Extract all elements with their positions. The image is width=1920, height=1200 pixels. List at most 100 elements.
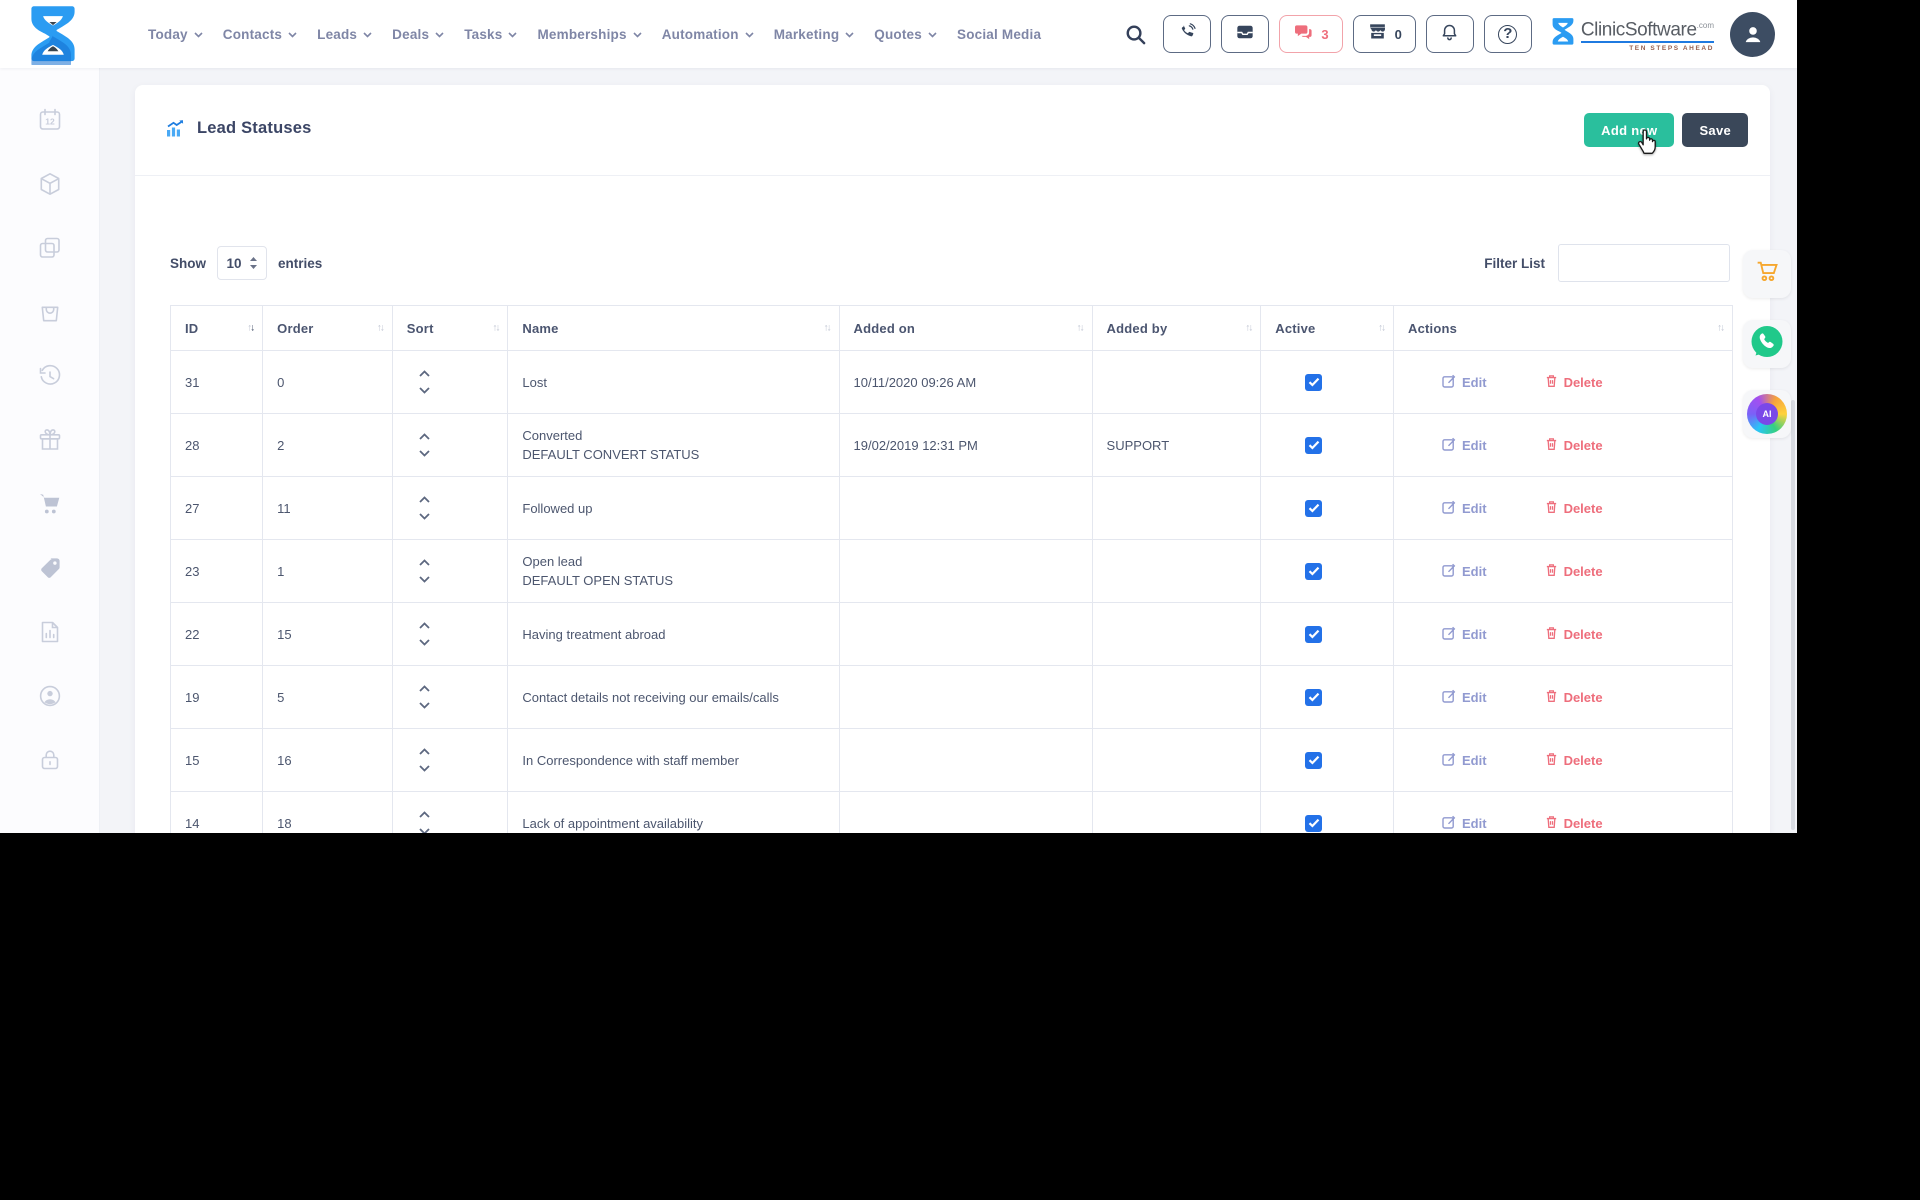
floating-whatsapp-button[interactable] xyxy=(1743,320,1791,368)
edit-button[interactable]: Edit xyxy=(1442,626,1487,643)
tag-icon xyxy=(37,558,63,585)
delete-button[interactable]: Delete xyxy=(1545,752,1603,769)
delete-button[interactable]: Delete xyxy=(1545,437,1603,454)
column-header-added-on[interactable]: Added on ↑↓ xyxy=(838,305,1093,351)
sidebar-item-shopping-bag[interactable] xyxy=(37,299,63,325)
chevron-down-icon xyxy=(745,32,754,38)
search-icon[interactable] xyxy=(1124,23,1147,46)
edit-button[interactable]: Edit xyxy=(1442,752,1487,769)
row-sort-down-button[interactable] xyxy=(419,576,435,583)
column-header-active[interactable]: Active ↑↓ xyxy=(1260,305,1394,351)
cell-order: 11 xyxy=(262,476,393,540)
nav-item-contacts[interactable]: Contacts xyxy=(223,27,297,42)
cell-added-on xyxy=(838,602,1093,666)
row-sort-up-button[interactable] xyxy=(419,622,435,629)
floating-cart-button[interactable] xyxy=(1743,250,1791,298)
row-sort-up-button[interactable] xyxy=(419,559,435,566)
active-checkbox[interactable] xyxy=(1305,562,1323,580)
nav-item-today[interactable]: Today xyxy=(148,27,203,42)
row-sort-up-button[interactable] xyxy=(419,811,435,818)
row-sort-down-button[interactable] xyxy=(419,639,435,646)
edit-button[interactable]: Edit xyxy=(1442,500,1487,517)
column-header-actions[interactable]: Actions ↑↓ xyxy=(1393,305,1733,351)
nav-item-marketing[interactable]: Marketing xyxy=(774,27,855,42)
sidebar-item-gift[interactable] xyxy=(37,427,63,453)
bell-icon xyxy=(1440,22,1459,47)
entries-value: 10 xyxy=(226,255,242,271)
column-header-added-by[interactable]: Added by ↑↓ xyxy=(1091,305,1262,351)
delete-button[interactable]: Delete xyxy=(1545,815,1603,832)
sidebar-item-cart[interactable] xyxy=(37,491,63,517)
cell-id: 14 xyxy=(185,815,200,831)
sidebar-item-user-circle[interactable] xyxy=(37,683,63,709)
delete-button[interactable]: Delete xyxy=(1545,500,1603,517)
save-button[interactable]: Save xyxy=(1682,113,1748,147)
notifications-button[interactable] xyxy=(1425,15,1474,53)
active-checkbox[interactable] xyxy=(1305,436,1323,454)
filter-input[interactable] xyxy=(1558,244,1730,282)
active-checkbox[interactable] xyxy=(1305,814,1323,832)
phone-button[interactable] xyxy=(1163,15,1212,53)
row-sort-down-button[interactable] xyxy=(419,450,435,457)
column-label: Name xyxy=(522,320,559,336)
sidebar-item-package[interactable] xyxy=(37,171,63,197)
brand-logo[interactable]: ClinicSoftware.com TEN STEPS AHEAD xyxy=(1550,16,1714,52)
nav-item-automation[interactable]: Automation xyxy=(662,27,754,42)
sidebar-item-history[interactable] xyxy=(37,363,63,389)
row-sort-down-button[interactable] xyxy=(419,828,435,833)
column-header-name[interactable]: Name ↑↓ xyxy=(507,305,840,351)
edit-button[interactable]: Edit xyxy=(1442,374,1487,391)
edit-icon xyxy=(1442,689,1456,706)
column-header-id[interactable]: ID ↑↓ xyxy=(169,305,264,351)
active-checkbox[interactable] xyxy=(1305,688,1323,706)
row-sort-up-button[interactable] xyxy=(419,496,435,503)
sidebar-item-lock[interactable] xyxy=(37,747,63,773)
delete-button[interactable]: Delete xyxy=(1545,689,1603,706)
sidebar-item-copy[interactable] xyxy=(37,235,63,261)
row-sort-up-button[interactable] xyxy=(419,748,435,755)
cell-id: 15 xyxy=(185,752,200,768)
edit-icon xyxy=(1442,626,1456,643)
lead-status-name: Converted xyxy=(522,428,583,443)
chat-button[interactable]: 3 xyxy=(1279,15,1343,53)
row-sort-up-button[interactable] xyxy=(419,370,435,377)
active-checkbox[interactable] xyxy=(1305,625,1323,643)
nav-item-social-media[interactable]: Social Media xyxy=(957,27,1041,42)
cell-active xyxy=(1260,728,1394,792)
edit-button[interactable]: Edit xyxy=(1442,563,1487,580)
column-header-sort[interactable]: Sort ↑↓ xyxy=(391,305,509,351)
nav-item-memberships[interactable]: Memberships xyxy=(537,27,642,42)
column-header-order[interactable]: Order ↑↓ xyxy=(262,305,393,351)
user-avatar[interactable] xyxy=(1730,11,1775,57)
store-button[interactable]: 0 xyxy=(1352,15,1416,53)
sidebar-item-report[interactable] xyxy=(37,619,63,645)
delete-button[interactable]: Delete xyxy=(1545,563,1603,580)
app-logo-icon[interactable] xyxy=(26,5,80,67)
sidebar-item-tag[interactable] xyxy=(37,555,63,581)
row-sort-up-button[interactable] xyxy=(419,433,435,440)
nav-item-tasks[interactable]: Tasks xyxy=(464,27,518,42)
edit-button[interactable]: Edit xyxy=(1442,689,1487,706)
delete-button[interactable]: Delete xyxy=(1545,626,1603,643)
active-checkbox[interactable] xyxy=(1305,751,1323,769)
floating-ai-button[interactable]: AI xyxy=(1743,390,1791,438)
nav-item-deals[interactable]: Deals xyxy=(392,27,444,42)
nav-item-leads[interactable]: Leads xyxy=(317,27,372,42)
row-sort-down-button[interactable] xyxy=(419,765,435,772)
active-checkbox[interactable] xyxy=(1305,373,1323,391)
help-button[interactable]: ? xyxy=(1483,15,1532,53)
sidebar-item-calendar[interactable]: 12 xyxy=(37,107,63,133)
active-checkbox[interactable] xyxy=(1305,499,1323,517)
sidebar-scrollbar[interactable] xyxy=(1791,400,1795,830)
inbox-button[interactable] xyxy=(1221,15,1270,53)
edit-button[interactable]: Edit xyxy=(1442,815,1487,832)
nav-item-quotes[interactable]: Quotes xyxy=(874,27,937,42)
row-sort-down-button[interactable] xyxy=(419,702,435,709)
delete-button[interactable]: Delete xyxy=(1545,374,1603,391)
entries-select[interactable]: 10 xyxy=(217,246,267,280)
row-sort-down-button[interactable] xyxy=(419,387,435,394)
edit-button[interactable]: Edit xyxy=(1442,437,1487,454)
add-new-button[interactable]: Add new xyxy=(1584,113,1675,147)
row-sort-up-button[interactable] xyxy=(419,685,435,692)
row-sort-down-button[interactable] xyxy=(419,513,435,520)
